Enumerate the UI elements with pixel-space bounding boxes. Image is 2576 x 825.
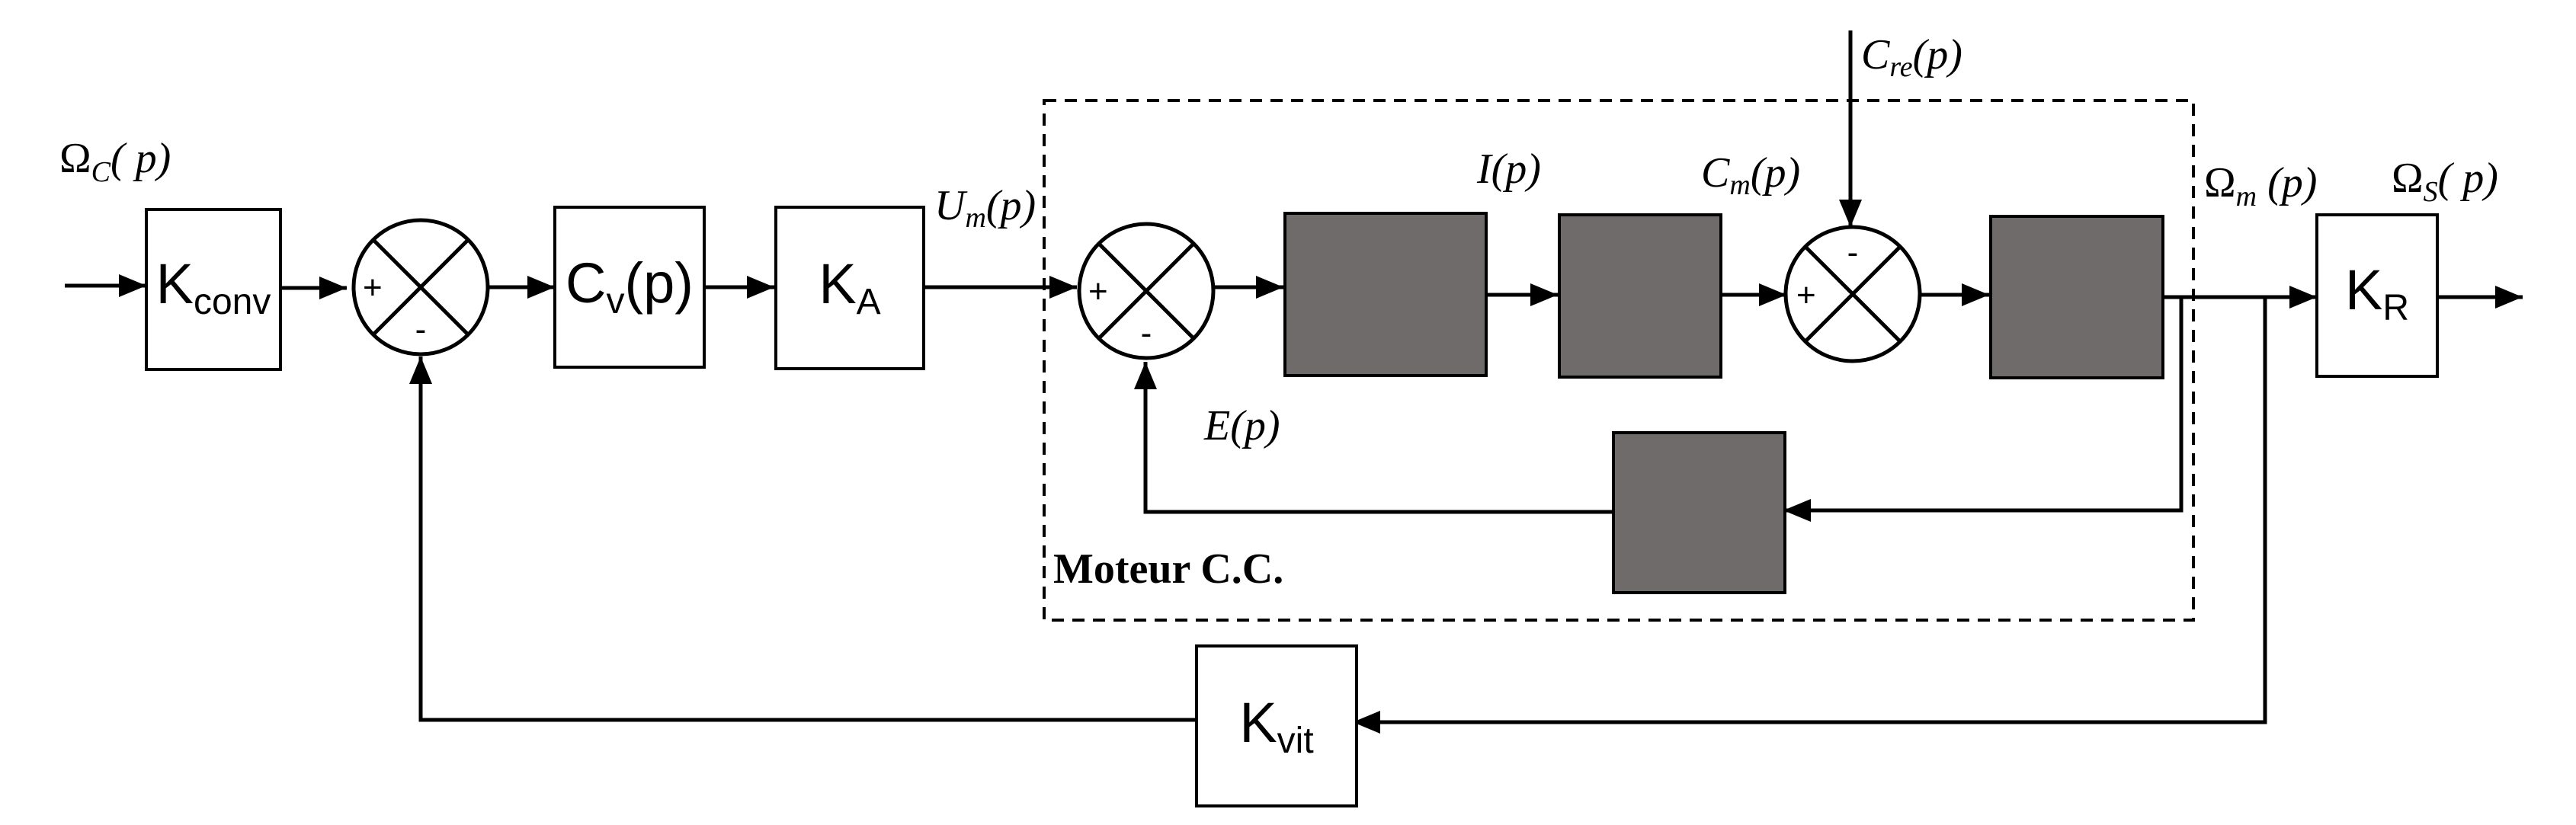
signal-ip: I(p) bbox=[1476, 145, 1541, 193]
signal-ep: E(p) bbox=[1203, 402, 1280, 449]
signal-cre: Cre(p) bbox=[1861, 31, 1962, 83]
signal-um: Um(p) bbox=[934, 182, 1036, 234]
block-kvit-label: Kvit bbox=[1239, 691, 1313, 761]
block-cv bbox=[553, 206, 706, 369]
summer-3-plus: + bbox=[1796, 277, 1816, 314]
summing-junction-3: + - bbox=[1783, 225, 1922, 363]
block-ka-label: KA bbox=[819, 252, 880, 322]
speed-feedback-in bbox=[409, 357, 1195, 722]
signal-omega-c: ΩC( p) bbox=[59, 135, 171, 188]
motor-group-boundary bbox=[1043, 99, 2195, 622]
summer-3-minus: - bbox=[1847, 234, 1859, 271]
block-kvit bbox=[1195, 644, 1358, 807]
block-cv-label: Cv(p) bbox=[566, 251, 694, 321]
hidden-block-torque bbox=[1558, 213, 1722, 379]
summing-junction-1: + - bbox=[351, 218, 490, 357]
emf-feedback-in bbox=[1134, 362, 1612, 514]
speed-feedback-out bbox=[1353, 297, 2267, 734]
summer-1-plus: + bbox=[363, 269, 383, 306]
hidden-block-electrical bbox=[1283, 212, 1488, 377]
block-kr bbox=[2315, 213, 2439, 378]
hidden-block-mechanical bbox=[1989, 215, 2164, 379]
summing-junction-2: + - bbox=[1077, 222, 1216, 360]
summer-2-minus: - bbox=[1141, 315, 1152, 352]
connections bbox=[65, 30, 2523, 734]
block-ka bbox=[774, 206, 925, 370]
block-kr-label: KR bbox=[2345, 258, 2409, 328]
emf-feedback-out bbox=[1783, 297, 2184, 522]
summer-1-minus: - bbox=[415, 311, 427, 348]
signal-omega-m: Ωm (p) bbox=[2204, 159, 2317, 213]
signal-omega-s: ΩS( p) bbox=[2392, 155, 2498, 208]
block-kconv-label: Kconv bbox=[156, 252, 271, 322]
block-kconv bbox=[145, 208, 282, 371]
signal-cm: Cm(p) bbox=[1701, 149, 1800, 201]
summer-2-plus: + bbox=[1088, 273, 1108, 310]
hidden-block-emf bbox=[1612, 431, 1786, 594]
motor-group-label: Moteur C.C. bbox=[1053, 545, 1283, 593]
